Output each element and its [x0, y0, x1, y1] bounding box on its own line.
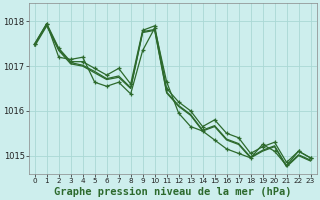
X-axis label: Graphe pression niveau de la mer (hPa): Graphe pression niveau de la mer (hPa): [54, 186, 292, 197]
